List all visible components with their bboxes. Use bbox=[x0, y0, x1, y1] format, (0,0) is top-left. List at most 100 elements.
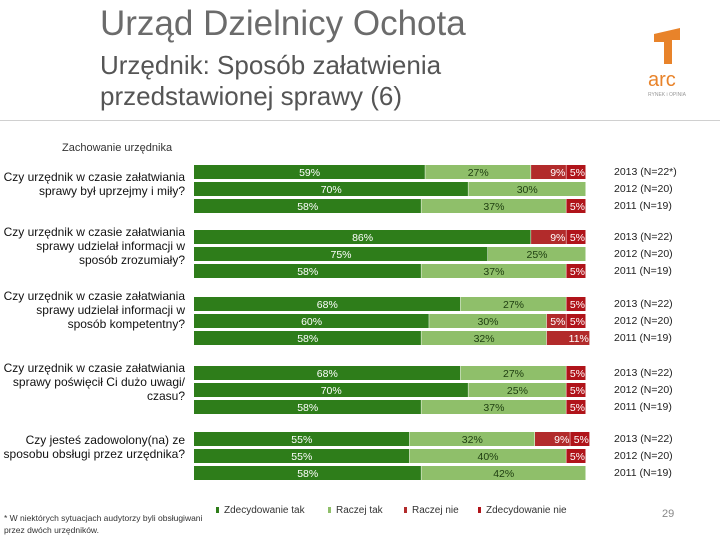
bar-value-label: 5% bbox=[570, 266, 585, 278]
bar-value-label: 37% bbox=[483, 402, 504, 414]
year-label: 2013 (N=22*) bbox=[614, 166, 677, 178]
year-label: 2012 (N=20) bbox=[614, 183, 673, 195]
bar-segment-raczej-nie bbox=[531, 165, 566, 179]
bar-value-label: 37% bbox=[483, 201, 504, 213]
legend-label: Raczej nie bbox=[412, 505, 459, 516]
bar-segment-zdecydowanie-tak bbox=[194, 264, 421, 278]
bar-segment-zdecydowanie-tak bbox=[194, 297, 461, 311]
bar-segment-zdecydowanie-tak bbox=[194, 165, 425, 179]
bar-segment-raczej-tak bbox=[460, 366, 566, 380]
year-label: 2011 (N=19) bbox=[614, 200, 672, 212]
bar-segment-raczej-nie bbox=[546, 331, 590, 345]
bar-value-label: 9% bbox=[550, 167, 565, 179]
bar-segment-zdecydowanie-nie bbox=[566, 366, 586, 380]
year-label: 2013 (N=22) bbox=[614, 298, 673, 310]
bar-value-label: 68% bbox=[317, 299, 338, 311]
question-label-3: Czy urzędnik w czasie załatwiania sprawy… bbox=[3, 289, 185, 331]
bar-value-label: 5% bbox=[570, 299, 585, 311]
bar-segment-zdecydowanie-nie bbox=[566, 165, 586, 179]
bar-segment-raczej-tak bbox=[409, 449, 566, 463]
bar-value-label: 42% bbox=[493, 468, 514, 480]
bar-segment-zdecydowanie-nie bbox=[570, 432, 590, 446]
legend-label: Raczej tak bbox=[336, 505, 383, 516]
bar-segment-raczej-tak bbox=[421, 199, 566, 213]
bar-segment-raczej-tak bbox=[468, 182, 586, 196]
bar-value-label: 11% bbox=[569, 333, 589, 345]
legend-item-raczej-tak: Raczej tak bbox=[328, 505, 383, 516]
bar-segment-zdecydowanie-nie bbox=[566, 314, 586, 328]
bar-segment-zdecydowanie-nie bbox=[566, 264, 586, 278]
legend-item-zdecydowanie-nie: Zdecydowanie nie bbox=[478, 505, 567, 516]
bar-value-label: 5% bbox=[570, 316, 585, 328]
bar-value-label: 68% bbox=[317, 368, 338, 380]
bar-value-label: 32% bbox=[462, 434, 483, 446]
bar-value-label: 5% bbox=[570, 451, 585, 463]
page-title: Urząd Dzielnicy Ochota bbox=[100, 4, 466, 43]
bar-value-label: 27% bbox=[503, 368, 524, 380]
question-label-1: Czy urzędnik w czasie załatwiania sprawy… bbox=[3, 170, 185, 198]
bar-segment-raczej-tak bbox=[421, 264, 566, 278]
bar-value-label: 59% bbox=[299, 167, 320, 179]
bar-segment-zdecydowanie-tak bbox=[194, 366, 461, 380]
bar-segment-raczej-tak bbox=[421, 331, 547, 345]
bar-segment-raczej-tak bbox=[409, 432, 535, 446]
logo-tagline: RYNEK i OPINIA bbox=[648, 92, 687, 98]
bar-segment-zdecydowanie-tak bbox=[194, 314, 429, 328]
bar-segment-zdecydowanie-nie bbox=[566, 199, 586, 213]
year-label: 2011 (N=19) bbox=[614, 265, 672, 277]
bar-value-label: 55% bbox=[291, 434, 312, 446]
bar-value-label: 58% bbox=[297, 201, 318, 213]
bar-segment-raczej-tak bbox=[425, 165, 531, 179]
bar-segment-zdecydowanie-tak bbox=[194, 432, 410, 446]
section-label: Zachowanie urzędnika bbox=[62, 142, 173, 154]
bar-segment-raczej-nie bbox=[531, 230, 566, 244]
bar-segment-zdecydowanie-nie bbox=[566, 383, 586, 397]
year-label: 2012 (N=20) bbox=[614, 450, 673, 462]
legend-label: Zdecydowanie nie bbox=[486, 505, 567, 516]
bar-segment-zdecydowanie-nie bbox=[566, 400, 586, 414]
bar-value-label: 5% bbox=[570, 368, 585, 380]
year-label: 2013 (N=22) bbox=[614, 367, 673, 379]
question-label-4: Czy urzędnik w czasie załatwiania sprawy… bbox=[3, 361, 185, 403]
question-label-2: Czy urzędnik w czasie załatwiania sprawy… bbox=[3, 225, 185, 267]
arc-logo: arc RYNEK i OPINIA bbox=[648, 28, 687, 98]
year-label: 2012 (N=20) bbox=[614, 248, 673, 260]
bar-segment-zdecydowanie-tak bbox=[194, 199, 421, 213]
bar-value-label: 5% bbox=[570, 167, 585, 179]
bar-segment-raczej-nie bbox=[535, 432, 570, 446]
year-label: 2012 (N=20) bbox=[614, 384, 673, 396]
bar-value-label: 55% bbox=[291, 451, 312, 463]
bar-segment-raczej-tak bbox=[488, 247, 586, 261]
bar-value-label: 9% bbox=[554, 434, 569, 446]
question-label-5: Czy jesteś zadowolony(na) ze sposobu obs… bbox=[3, 433, 185, 461]
bar-value-label: 5% bbox=[574, 434, 589, 446]
bar-segment-zdecydowanie-tak bbox=[194, 230, 531, 244]
bar-value-label: 32% bbox=[474, 333, 495, 345]
year-label: 2011 (N=19) bbox=[614, 332, 672, 344]
footnote: * W niektórych sytuacjach audytorzy byli… bbox=[4, 513, 203, 535]
bar-value-label: 40% bbox=[477, 451, 498, 463]
bar-value-label: 5% bbox=[570, 402, 585, 414]
bar-value-label: 5% bbox=[570, 385, 585, 397]
bar-value-label: 27% bbox=[468, 167, 489, 179]
bar-segment-zdecydowanie-tak bbox=[194, 466, 421, 480]
legend-item-raczej-nie: Raczej nie bbox=[404, 505, 459, 516]
bar-segment-raczej-tak bbox=[421, 466, 586, 480]
page-subtitle: Urzędnik: Sposób załatwienia przedstawio… bbox=[100, 50, 442, 111]
bar-segment-zdecydowanie-tak bbox=[194, 449, 410, 463]
bar-value-label: 58% bbox=[297, 333, 318, 345]
bar-value-label: 30% bbox=[517, 184, 538, 196]
bar-segment-raczej-tak bbox=[429, 314, 547, 328]
year-label: 2011 (N=19) bbox=[614, 401, 672, 413]
legend-label: Zdecydowanie tak bbox=[224, 505, 305, 516]
bar-segment-zdecydowanie-tak bbox=[194, 400, 421, 414]
bar-segment-zdecydowanie-nie bbox=[566, 449, 586, 463]
bar-segment-raczej-nie bbox=[546, 314, 566, 328]
bar-value-label: 75% bbox=[330, 249, 351, 261]
bar-segment-zdecydowanie-tak bbox=[194, 331, 421, 345]
bar-value-label: 58% bbox=[297, 402, 318, 414]
legend-swatch bbox=[404, 507, 407, 514]
year-label: 2013 (N=22) bbox=[614, 231, 673, 243]
bar-value-label: 27% bbox=[503, 299, 524, 311]
